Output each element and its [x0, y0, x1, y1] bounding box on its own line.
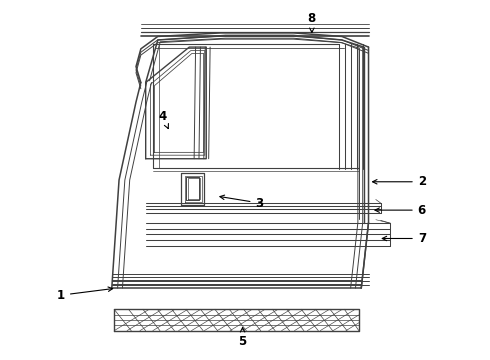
Text: 8: 8	[308, 12, 316, 32]
Text: 5: 5	[239, 328, 246, 348]
Text: 3: 3	[220, 195, 264, 210]
Text: 6: 6	[375, 204, 426, 217]
Text: 2: 2	[372, 175, 426, 188]
Text: 4: 4	[159, 110, 169, 129]
Text: 1: 1	[57, 287, 113, 302]
Text: 7: 7	[382, 232, 426, 245]
